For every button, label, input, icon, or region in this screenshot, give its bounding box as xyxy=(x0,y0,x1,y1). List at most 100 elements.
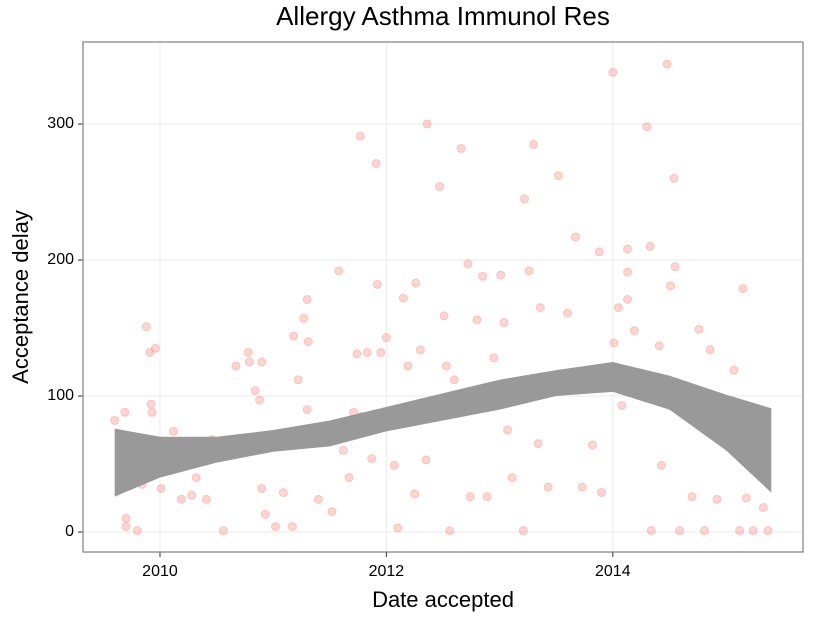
point xyxy=(533,439,543,449)
point xyxy=(609,338,619,348)
point xyxy=(169,426,179,436)
x-tick-label: 2014 xyxy=(595,563,631,580)
point xyxy=(422,119,432,129)
point xyxy=(687,492,697,502)
y-tick-label: 0 xyxy=(65,523,74,540)
point xyxy=(352,349,362,359)
point xyxy=(257,483,267,493)
point xyxy=(449,375,459,385)
point xyxy=(327,507,337,517)
point xyxy=(371,158,381,168)
point xyxy=(415,345,425,355)
point xyxy=(287,522,297,532)
point xyxy=(150,343,160,353)
point xyxy=(656,460,666,470)
point xyxy=(577,482,587,492)
point xyxy=(694,324,704,334)
x-tick-label: 2010 xyxy=(142,563,178,580)
point xyxy=(176,494,186,504)
point xyxy=(482,492,492,502)
point xyxy=(110,415,120,425)
point xyxy=(543,482,553,492)
point xyxy=(441,361,451,371)
point xyxy=(670,262,680,272)
point xyxy=(201,494,211,504)
point xyxy=(141,322,151,332)
point xyxy=(146,399,156,409)
point xyxy=(145,347,155,357)
point xyxy=(629,326,639,336)
point xyxy=(758,503,768,513)
point xyxy=(617,401,627,411)
point xyxy=(518,526,528,536)
point xyxy=(675,526,685,536)
point xyxy=(666,281,676,291)
chart-title: Allergy Asthma Immunol Res xyxy=(276,1,610,31)
point xyxy=(735,526,745,536)
point xyxy=(705,345,715,355)
point xyxy=(376,347,386,357)
point xyxy=(421,455,431,465)
point xyxy=(499,318,509,328)
point xyxy=(570,232,580,242)
point xyxy=(524,266,534,276)
point xyxy=(278,488,288,498)
point xyxy=(393,523,403,533)
point xyxy=(338,445,348,455)
y-tick-label: 300 xyxy=(47,115,74,132)
point xyxy=(257,357,267,367)
point xyxy=(587,440,597,450)
point xyxy=(507,473,517,483)
point xyxy=(403,361,413,371)
y-tick-label: 100 xyxy=(47,387,74,404)
point xyxy=(642,122,652,132)
point xyxy=(623,244,633,254)
point xyxy=(372,279,382,289)
point xyxy=(313,494,323,504)
point xyxy=(362,347,372,357)
point xyxy=(463,259,473,269)
point xyxy=(156,483,166,493)
point xyxy=(381,333,391,343)
point xyxy=(623,294,633,304)
point xyxy=(748,526,758,536)
point xyxy=(456,143,466,153)
point xyxy=(563,308,573,318)
point xyxy=(623,267,633,277)
point xyxy=(662,59,672,69)
plot-border xyxy=(82,41,804,553)
point xyxy=(303,337,313,347)
point xyxy=(613,303,623,313)
point xyxy=(445,526,455,536)
point xyxy=(503,425,513,435)
point xyxy=(289,331,299,341)
point xyxy=(120,407,130,417)
x-axis-label: Date accepted xyxy=(372,587,514,612)
point xyxy=(700,526,710,536)
point xyxy=(191,473,201,483)
point xyxy=(218,526,228,536)
point xyxy=(411,278,421,288)
point xyxy=(398,293,408,303)
point xyxy=(355,131,365,141)
point xyxy=(244,357,254,367)
point xyxy=(243,347,253,357)
point xyxy=(529,139,539,149)
point xyxy=(121,513,131,523)
point xyxy=(520,194,530,204)
point xyxy=(594,247,604,257)
point xyxy=(478,271,488,281)
point xyxy=(646,526,656,536)
point xyxy=(435,182,445,192)
point xyxy=(302,294,312,304)
point xyxy=(250,386,260,396)
point xyxy=(270,522,280,532)
point xyxy=(738,284,748,294)
point xyxy=(293,375,303,385)
point xyxy=(334,266,344,276)
point xyxy=(389,460,399,470)
point xyxy=(596,488,606,498)
confidence-band xyxy=(114,362,772,497)
point xyxy=(121,522,131,532)
